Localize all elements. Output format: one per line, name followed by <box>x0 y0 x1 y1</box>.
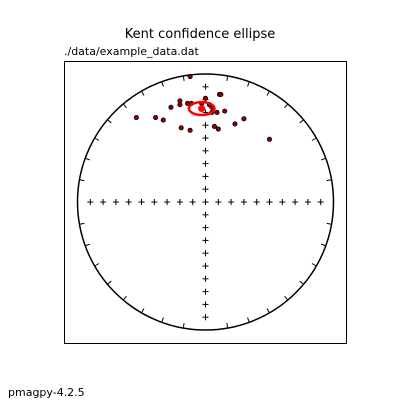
axis-cross-mark <box>202 160 209 167</box>
axis-cross-mark <box>189 199 196 205</box>
data-point <box>211 123 218 130</box>
axis-cross-mark <box>202 224 209 231</box>
rim-tick <box>182 75 185 81</box>
data-point <box>153 114 159 121</box>
data-point <box>187 74 193 80</box>
data-point <box>241 116 247 122</box>
axis-cross-mark <box>228 199 235 205</box>
axis-cross-mark <box>215 199 222 205</box>
axis-cross-mark <box>202 147 209 154</box>
axis-cross-mark <box>125 199 132 205</box>
data-point <box>168 104 174 110</box>
data-point <box>160 117 166 123</box>
axis-cross-mark <box>202 211 209 218</box>
plot-frame <box>64 61 347 344</box>
axis-cross-mark <box>317 199 324 205</box>
axis-cross-mark <box>202 237 209 244</box>
rim-tick <box>122 295 127 301</box>
rim-tick <box>85 157 91 161</box>
primitive-circle <box>76 73 335 331</box>
rim-tick <box>247 81 250 87</box>
rim-tick <box>226 323 229 329</box>
data-point <box>187 127 193 133</box>
axis-cross-mark <box>279 199 286 205</box>
axis-cross-mark <box>202 135 209 141</box>
chart-subtitle: ./data/example_data.dat <box>64 45 199 58</box>
data-point <box>214 109 220 115</box>
rim-tick <box>182 323 185 329</box>
rim-tick <box>311 137 317 141</box>
axis-cross-mark <box>202 314 209 321</box>
rim-tick <box>122 103 127 109</box>
rim-tick <box>161 81 164 87</box>
axis-cross-mark <box>112 199 119 205</box>
axis-crosses <box>87 83 324 321</box>
data-point <box>202 95 209 101</box>
rim-tick <box>94 137 100 141</box>
axis-cross-mark <box>202 173 209 180</box>
rim-tick <box>320 157 326 161</box>
axis-cross-mark <box>138 199 145 205</box>
rim-tick <box>266 308 270 314</box>
rim-tick <box>284 295 289 301</box>
axis-cross-mark <box>304 199 311 205</box>
axis-cross-mark <box>202 301 209 308</box>
rim-tick <box>299 119 304 124</box>
rim-tick <box>107 280 112 285</box>
axis-cross-mark <box>292 199 299 205</box>
data-point <box>133 114 139 121</box>
axis-cross-mark <box>202 263 209 269</box>
rim-tick <box>79 222 85 225</box>
rim-tick <box>85 243 91 247</box>
confidence-ellipse-layer <box>187 100 216 117</box>
rim-tick <box>141 308 145 314</box>
axis-cross-mark <box>202 275 209 282</box>
rim-ticks <box>79 75 332 329</box>
rim-tick <box>311 263 317 267</box>
axis-cross-mark <box>240 199 247 205</box>
mean-direction-marker <box>198 105 206 113</box>
axis-cross-mark <box>202 199 209 205</box>
axis-cross-mark <box>164 199 171 205</box>
data-point <box>232 121 238 127</box>
rim-tick <box>141 90 145 96</box>
data-point <box>215 126 221 132</box>
axis-cross-mark <box>202 186 209 193</box>
axis-cross-mark <box>202 122 209 129</box>
axis-cross-mark <box>100 199 107 205</box>
axis-cross-mark <box>151 199 158 205</box>
rim-tick <box>299 280 304 285</box>
axis-cross-mark <box>266 199 273 205</box>
kent-ellipse <box>187 100 216 117</box>
data-point <box>266 136 273 142</box>
rim-tick <box>326 222 332 225</box>
axis-cross-mark <box>87 199 94 205</box>
footer-version: pmagpy-4.2.5 <box>8 386 85 399</box>
rim-tick <box>266 90 270 96</box>
data-point <box>222 108 228 114</box>
axis-cross-mark <box>176 199 183 205</box>
rim-tick <box>284 103 289 109</box>
rim-tick <box>326 179 332 182</box>
rim-tick <box>79 179 85 182</box>
rim-tick <box>226 75 229 81</box>
axis-cross-mark <box>202 288 209 295</box>
rim-tick <box>247 317 250 323</box>
axis-cross-mark <box>253 199 260 205</box>
rim-tick <box>320 243 326 247</box>
data-point <box>218 91 224 98</box>
rim-tick <box>107 119 112 124</box>
rim-tick <box>94 263 100 267</box>
data-point <box>177 102 183 108</box>
axis-cross-mark <box>202 83 209 90</box>
rim-tick <box>161 317 164 323</box>
axis-cross-mark <box>202 250 209 257</box>
chart-title: Kent confidence ellipse <box>124 27 276 42</box>
data-point <box>178 125 184 131</box>
